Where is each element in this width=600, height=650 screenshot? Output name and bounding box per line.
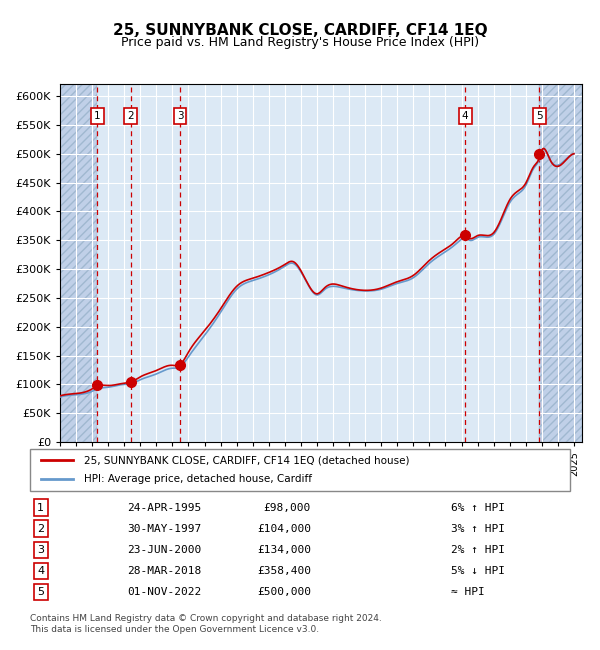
Text: 28-MAR-2018: 28-MAR-2018 <box>127 566 202 576</box>
Text: 6% ↑ HPI: 6% ↑ HPI <box>451 502 505 513</box>
Bar <box>539 84 582 442</box>
Text: 5: 5 <box>37 587 44 597</box>
Text: 3: 3 <box>37 545 44 555</box>
Text: 3: 3 <box>176 111 183 121</box>
Text: 24-APR-1995: 24-APR-1995 <box>127 502 202 513</box>
Text: 5% ↓ HPI: 5% ↓ HPI <box>451 566 505 576</box>
Text: 4: 4 <box>462 111 469 121</box>
Text: Price paid vs. HM Land Registry's House Price Index (HPI): Price paid vs. HM Land Registry's House … <box>121 36 479 49</box>
Text: £98,000: £98,000 <box>263 502 311 513</box>
Text: 3% ↑ HPI: 3% ↑ HPI <box>451 524 505 534</box>
Text: 2: 2 <box>37 524 44 534</box>
Text: £104,000: £104,000 <box>257 524 311 534</box>
Text: 5: 5 <box>536 111 542 121</box>
Text: £358,400: £358,400 <box>257 566 311 576</box>
Text: ≈ HPI: ≈ HPI <box>451 587 485 597</box>
Text: 30-MAY-1997: 30-MAY-1997 <box>127 524 202 534</box>
Text: 2: 2 <box>128 111 134 121</box>
Text: 1: 1 <box>37 502 44 513</box>
Bar <box>60 84 97 442</box>
Text: £500,000: £500,000 <box>257 587 311 597</box>
Text: 2% ↑ HPI: 2% ↑ HPI <box>451 545 505 555</box>
Text: 01-NOV-2022: 01-NOV-2022 <box>127 587 202 597</box>
Text: 1: 1 <box>94 111 100 121</box>
Text: Contains HM Land Registry data © Crown copyright and database right 2024.
This d: Contains HM Land Registry data © Crown c… <box>30 614 382 634</box>
Text: £134,000: £134,000 <box>257 545 311 555</box>
Text: 23-JUN-2000: 23-JUN-2000 <box>127 545 202 555</box>
Text: HPI: Average price, detached house, Cardiff: HPI: Average price, detached house, Card… <box>84 474 312 484</box>
Text: 4: 4 <box>37 566 44 576</box>
FancyBboxPatch shape <box>30 448 570 491</box>
Text: 25, SUNNYBANK CLOSE, CARDIFF, CF14 1EQ: 25, SUNNYBANK CLOSE, CARDIFF, CF14 1EQ <box>113 23 487 38</box>
Text: 25, SUNNYBANK CLOSE, CARDIFF, CF14 1EQ (detached house): 25, SUNNYBANK CLOSE, CARDIFF, CF14 1EQ (… <box>84 456 409 465</box>
